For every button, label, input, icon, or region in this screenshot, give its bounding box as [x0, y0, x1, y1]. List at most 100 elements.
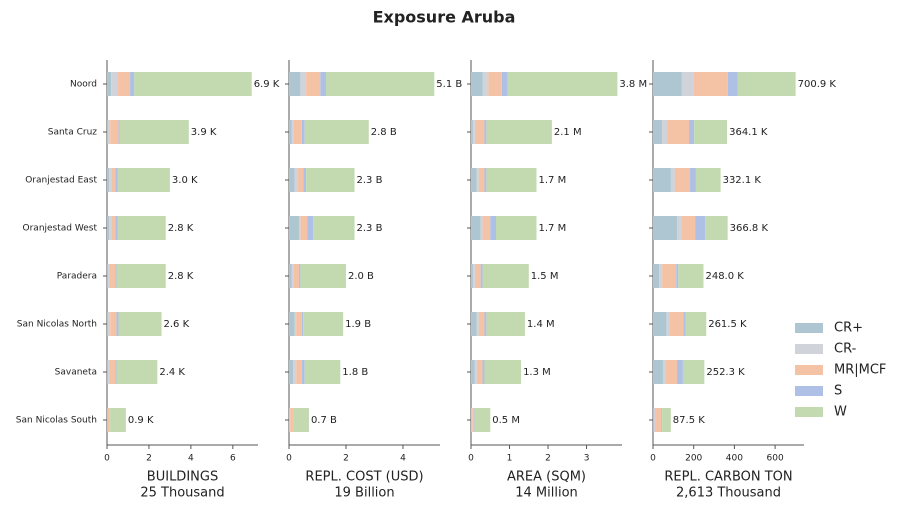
bar-segment [474, 120, 485, 144]
value-label: 1.3 M [523, 367, 551, 378]
bar-segment [507, 72, 618, 96]
bar-segment [653, 264, 660, 288]
x-tick-label: 200 [685, 454, 702, 464]
bar-segment [484, 120, 487, 144]
bar-segment [111, 216, 116, 240]
bar-segment [677, 360, 683, 384]
bar-segment [695, 168, 721, 192]
bar-segment [677, 216, 682, 240]
value-label: 3.9 K [191, 127, 217, 138]
bar-segment [289, 408, 290, 432]
bar-segment [685, 312, 707, 336]
value-label: 1.7 M [538, 223, 566, 234]
bar-segment [669, 312, 684, 336]
value-label: 2.6 K [164, 319, 190, 330]
bar-segment [694, 120, 728, 144]
bar-segment [471, 168, 477, 192]
bar-segment [298, 264, 301, 288]
bar-segment [291, 120, 294, 144]
bar-segment [482, 72, 489, 96]
bar-segment [115, 216, 118, 240]
value-label: 2.8 B [371, 127, 397, 138]
bar-segment [482, 264, 529, 288]
bar-segment [474, 264, 481, 288]
y-tick-label: Savaneta [55, 368, 97, 378]
value-label: 87.5 K [673, 415, 705, 426]
bar-segment [107, 216, 110, 240]
y-tick-label: Oranjestad West [23, 224, 98, 234]
bar-segment [293, 360, 297, 384]
bar-segment [300, 72, 307, 96]
value-label: 700.9 K [798, 79, 837, 90]
legend-label: W [834, 405, 847, 420]
bar-segment [111, 168, 116, 192]
bar-segment [110, 312, 117, 336]
bar-segment [289, 312, 295, 336]
value-label: 252.3 K [706, 367, 745, 378]
bar-segment [115, 360, 117, 384]
bar-segment [655, 408, 662, 432]
bar-segment [486, 120, 552, 144]
x-tick-label: 4 [188, 454, 194, 464]
bar-segment [681, 216, 696, 240]
bar-segment [109, 264, 116, 288]
bar-segment [478, 312, 485, 336]
bar-segment [293, 264, 299, 288]
chart-title: Exposure Aruba [373, 8, 516, 27]
bar-segment [303, 168, 307, 192]
value-label: 332.1 K [723, 175, 762, 186]
value-label: 2.4 K [159, 367, 185, 378]
bar-segment [111, 72, 118, 96]
legend-swatch [795, 365, 823, 375]
bar-segment [118, 120, 120, 144]
x-axis-total: 19 Billion [334, 486, 394, 501]
bar-segment [296, 312, 302, 336]
bar-segment [476, 312, 479, 336]
bar-segment [306, 72, 321, 96]
bar-segment [289, 408, 291, 432]
value-label: 261.5 K [708, 319, 747, 330]
bar-segment [471, 408, 472, 432]
bar-segment [294, 312, 297, 336]
x-tick-label: 6 [230, 454, 236, 464]
bar-segment [298, 216, 301, 240]
y-tick-label: Noord [70, 80, 97, 90]
bar-segment [304, 120, 369, 144]
bar-segment [737, 72, 796, 96]
x-tick-label: 0 [104, 454, 110, 464]
y-tick-label: Oranjestad East [25, 176, 97, 186]
x-tick-label: 1 [507, 454, 513, 464]
bar-segment [480, 216, 483, 240]
y-tick-label: Santa Cruz [48, 128, 98, 138]
bar-segment [653, 408, 655, 432]
bar-segment [289, 168, 295, 192]
bar-segment [293, 408, 309, 432]
value-label: 2.3 B [357, 175, 383, 186]
bar-segment [666, 360, 678, 384]
bar-segment [297, 168, 304, 192]
bar-segment [108, 264, 110, 288]
bar-segment [476, 168, 479, 192]
bar-segment [480, 264, 483, 288]
value-label: 0.5 M [492, 415, 520, 426]
x-tick-label: 2 [146, 454, 152, 464]
bar-segment [134, 72, 252, 96]
value-label: 6.9 K [254, 79, 280, 90]
legend-label: MR|MCF [834, 363, 886, 378]
bar-segment [107, 120, 109, 144]
bar-segment [294, 168, 298, 192]
bar-segment [695, 216, 706, 240]
bar-segment [289, 120, 292, 144]
bar-segment [301, 360, 305, 384]
x-tick-label: 600 [767, 454, 784, 464]
value-label: 0.7 B [311, 415, 337, 426]
legend-label: S [834, 384, 842, 399]
value-label: 1.7 M [538, 175, 566, 186]
bar-segment [115, 168, 118, 192]
bar-segment [488, 72, 502, 96]
value-label: 1.9 B [345, 319, 371, 330]
y-tick-label: Paradera [57, 272, 97, 282]
bar-segment [474, 360, 477, 384]
bar-segment [109, 168, 112, 192]
